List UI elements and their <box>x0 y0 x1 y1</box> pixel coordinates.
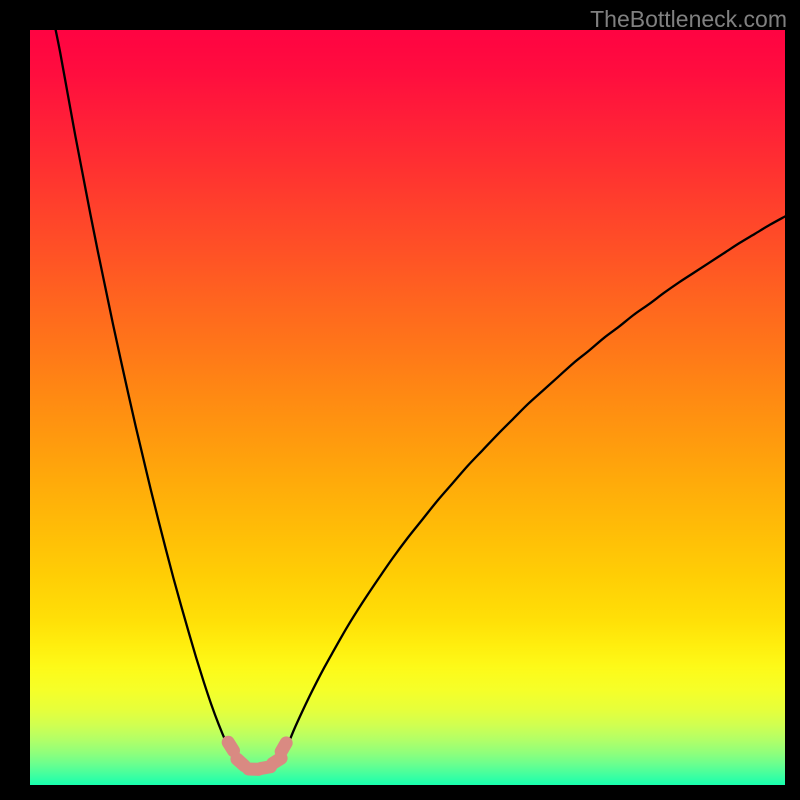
plot-area <box>30 30 785 785</box>
plot-background <box>30 30 785 785</box>
watermark-text: TheBottleneck.com <box>590 6 787 33</box>
chart-svg <box>30 30 785 785</box>
